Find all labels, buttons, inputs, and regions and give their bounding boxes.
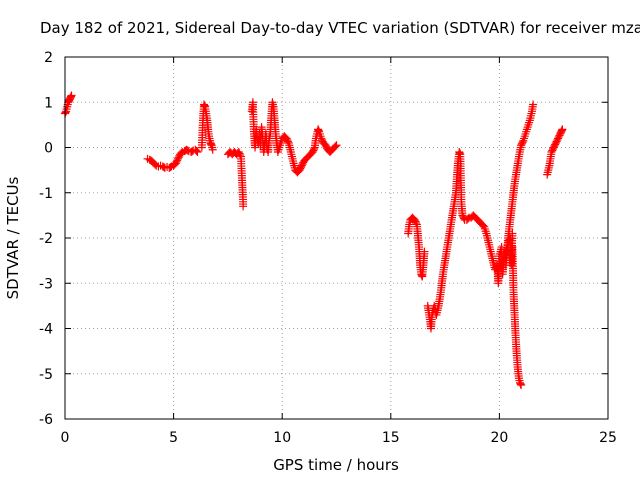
y-tick-label: -3 [39, 276, 53, 292]
y-tick-label: 2 [44, 50, 53, 66]
data-point [283, 137, 292, 146]
grid-lines [65, 57, 608, 419]
data-point [208, 145, 217, 154]
x-tick-label: 20 [490, 430, 508, 446]
y-tick-label: -4 [39, 322, 53, 338]
y-tick-label: -5 [39, 367, 53, 383]
y-tick-label: -6 [39, 412, 53, 428]
y-tick-label: 0 [44, 141, 53, 157]
x-tick-labels: 0 5 10 15 20 25 [61, 430, 617, 446]
data-point [192, 146, 201, 155]
x-tick-label: 25 [599, 430, 617, 446]
data-point [517, 381, 526, 390]
data-points [61, 91, 567, 390]
data-point [67, 91, 76, 100]
data-point [412, 218, 421, 227]
data-point [332, 141, 341, 150]
data-point [193, 148, 202, 157]
data-point [236, 151, 245, 160]
data-point [529, 100, 538, 109]
y-tick-label: -2 [39, 231, 53, 247]
y-tick-label: -1 [39, 186, 53, 202]
x-tick-label: 15 [382, 430, 400, 446]
data-point [518, 138, 527, 147]
data-point [479, 221, 488, 230]
y-tick-label: 1 [44, 95, 53, 111]
plot-frame [64, 56, 609, 420]
x-tick-label: 0 [61, 430, 70, 446]
data-point [331, 142, 340, 151]
data-point [558, 125, 567, 134]
x-tick-label: 10 [273, 430, 291, 446]
x-tick-label: 5 [169, 430, 178, 446]
data-point [310, 145, 319, 154]
data-point [420, 247, 429, 256]
tick-marks [64, 56, 609, 420]
y-axis-label: SDTVAR / TECUs [4, 176, 22, 299]
y-tick-labels: 2 1 0 -1 -2 -3 -4 -5 -6 [39, 50, 53, 428]
x-axis-label: GPS time / hours [273, 456, 399, 474]
data-point [239, 202, 248, 211]
chart-title: Day 182 of 2021, Sidereal Day-to-day VTE… [40, 19, 640, 37]
